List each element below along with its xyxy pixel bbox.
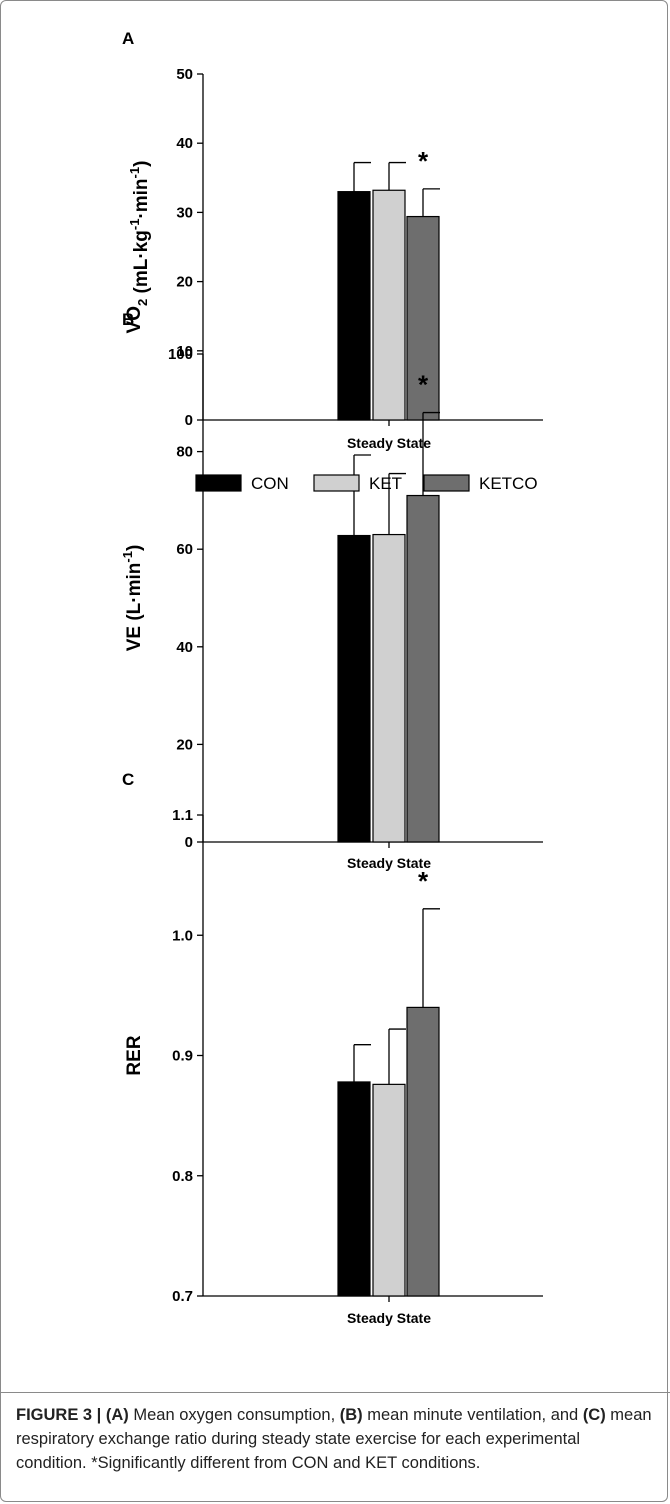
y-tick-label: 40 bbox=[176, 639, 193, 656]
caption-ref-b: (B) bbox=[339, 1406, 363, 1424]
panel-label: C bbox=[122, 770, 134, 789]
bar-con bbox=[337, 191, 371, 421]
y-tick-label: 1.1 bbox=[172, 807, 193, 824]
caption-text-b: mean minute ventilation, and bbox=[362, 1406, 583, 1424]
y-tick-label: 80 bbox=[176, 444, 193, 461]
legend-label-ketco: KETCO bbox=[479, 474, 538, 493]
y-axis-title-text: RER bbox=[124, 1035, 145, 1075]
legend-swatch-ketco bbox=[423, 474, 470, 492]
y-tick-label: 60 bbox=[176, 541, 193, 558]
legend-label-con: CON bbox=[251, 474, 289, 493]
legend-swatch-con bbox=[195, 474, 242, 492]
legend: CON KET KETCO bbox=[195, 474, 538, 493]
y-axis-title-subscript: 2 bbox=[135, 299, 150, 306]
y-tick-label: 0 bbox=[185, 412, 193, 429]
y-axis-title-text: VE (L·min bbox=[124, 563, 145, 652]
y-tick-label: 30 bbox=[176, 204, 193, 221]
y-axis-title: VE (L·min-1) bbox=[120, 545, 145, 652]
significance-marker: * bbox=[418, 146, 429, 176]
figure-caption: FIGURE 3 | (A) Mean oxygen consumption, … bbox=[0, 1392, 670, 1475]
bar-con bbox=[337, 1081, 371, 1297]
caption-label: FIGURE 3 | bbox=[16, 1406, 106, 1424]
caption-ref-a: (A) bbox=[105, 1406, 129, 1424]
bar-ketco bbox=[406, 494, 440, 843]
y-tick-label: 10 bbox=[176, 343, 193, 360]
y-tick-label: 0.7 bbox=[172, 1288, 193, 1305]
bar-ket bbox=[372, 189, 406, 421]
panel-label: A bbox=[122, 29, 134, 48]
bar-ket bbox=[372, 533, 406, 843]
y-axis-title-unit: ·min bbox=[131, 178, 152, 218]
y-tick-label: 0.9 bbox=[172, 1048, 193, 1065]
bar-con bbox=[337, 534, 371, 843]
y-axis-title-superscript: -1 bbox=[127, 219, 142, 231]
x-tick-label: Steady State bbox=[347, 855, 431, 871]
y-axis-title-superscript: -1 bbox=[127, 167, 142, 179]
legend-label-ket: KET bbox=[369, 474, 402, 493]
y-axis-title-text: VO bbox=[124, 306, 145, 333]
y-tick-label: 100 bbox=[168, 346, 193, 363]
y-axis-title-tail: ) bbox=[124, 545, 145, 551]
bar-ketco bbox=[406, 1006, 440, 1297]
y-tick-label: 1.0 bbox=[172, 927, 193, 944]
y-axis-title: RER bbox=[124, 1035, 145, 1075]
panel-label: B bbox=[122, 310, 134, 329]
y-axis-title-unit: (mL·kg bbox=[131, 230, 152, 299]
y-tick-label: 20 bbox=[176, 736, 193, 753]
x-tick-label: Steady State bbox=[347, 435, 431, 451]
caption-ref-c: (C) bbox=[582, 1406, 606, 1424]
significance-marker: * bbox=[418, 370, 429, 400]
y-tick-label: 50 bbox=[176, 66, 193, 83]
bar-ket bbox=[372, 1083, 406, 1297]
y-axis-title-unit: ) bbox=[131, 161, 152, 167]
y-tick-label: 0.8 bbox=[172, 1168, 193, 1185]
x-tick-label: Steady State bbox=[347, 1310, 431, 1326]
y-tick-label: 20 bbox=[176, 274, 193, 291]
significance-marker: * bbox=[418, 866, 429, 896]
caption-text-c: mean respiratory exchange ratio during s… bbox=[16, 1406, 652, 1472]
y-tick-label: 0 bbox=[185, 834, 193, 851]
caption-text-a: Mean oxygen consumption, bbox=[128, 1406, 340, 1424]
y-axis-title-superscript: -1 bbox=[120, 551, 135, 563]
legend-swatch-ket bbox=[313, 474, 360, 492]
y-tick-label: 40 bbox=[176, 135, 193, 152]
y-axis-title: VO2 (mL·kg-1·min-1) bbox=[124, 161, 152, 334]
